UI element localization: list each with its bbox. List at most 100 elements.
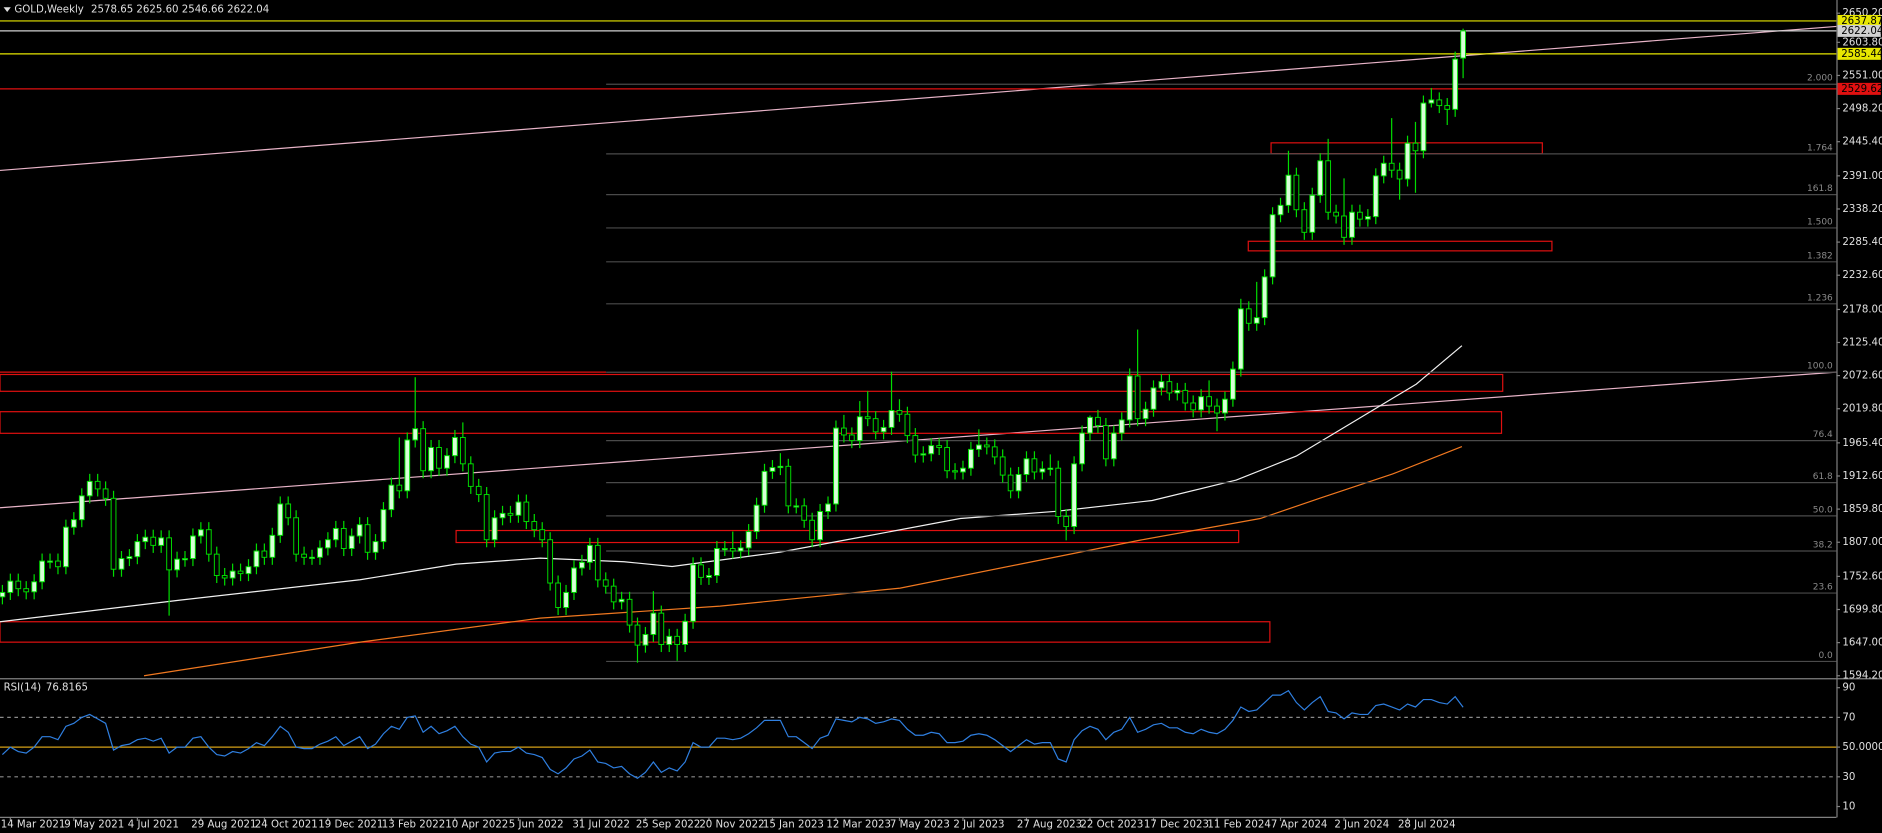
price-label: 2637.87 (1841, 16, 1882, 27)
candle-body (285, 503, 292, 519)
candle-body (1182, 389, 1189, 404)
candle-body (777, 465, 784, 469)
x-tick-label: 15 Jan 2023 (763, 820, 824, 831)
candle-body (1388, 162, 1395, 171)
candle-body (436, 447, 442, 469)
moving-average (143, 445, 1463, 677)
fib-label: 1.764 (1807, 143, 1833, 153)
candle-body (15, 580, 22, 590)
y-tick-label: 2125.40 (1842, 337, 1882, 348)
candle-body (594, 544, 601, 581)
candle-body (658, 612, 665, 645)
y-tick-label: 2232.60 (1842, 270, 1882, 281)
candle-body (1198, 396, 1205, 411)
candle-body (610, 585, 617, 603)
candle-body (975, 444, 982, 450)
candle-body (1174, 389, 1181, 394)
symbol: GOLD,Weekly (14, 5, 83, 16)
candle-body (475, 485, 482, 496)
candle-body (563, 591, 569, 608)
candle-body (102, 488, 109, 499)
rsi-tick-label: 50.0000 (1842, 742, 1882, 753)
candle-body (412, 428, 419, 441)
candle-body (23, 588, 30, 593)
candle-body (586, 544, 593, 563)
candle-body (729, 548, 736, 552)
candle-body (999, 456, 1006, 476)
candle-body (634, 624, 641, 646)
candle-body (1126, 375, 1133, 421)
candle-body (1325, 160, 1332, 213)
candle-body (555, 582, 561, 608)
candle-body (1412, 142, 1419, 152)
candle-body (912, 435, 919, 456)
candle-body (1031, 458, 1038, 473)
x-tick-label: 24 Oct 2021 (255, 820, 318, 831)
price-label-box (1837, 82, 1881, 95)
candle-body (1380, 162, 1387, 177)
candle-body (1301, 209, 1308, 233)
candle-body (158, 537, 165, 546)
fib-label: 76.4 (1813, 430, 1833, 440)
candle-body (753, 504, 760, 533)
candle-body (920, 453, 927, 456)
candle-body (825, 503, 831, 512)
candle-body (1428, 99, 1435, 104)
candle-body (396, 484, 403, 492)
candle-body (1309, 194, 1316, 233)
candle-body (571, 567, 577, 593)
trendline (0, 25, 1837, 172)
candle-body (1460, 30, 1466, 59)
candle-body (78, 495, 85, 521)
candle-body (356, 524, 363, 537)
menu-arrow[interactable] (3, 7, 11, 13)
candle-body (1222, 398, 1228, 414)
candle-body (364, 524, 371, 553)
x-tick-label: 29 Aug 2021 (191, 820, 256, 831)
x-tick-label: 17 Dec 2023 (1144, 820, 1209, 831)
fib-label: 1.236 (1807, 293, 1833, 303)
candle-body (110, 497, 117, 570)
candle-body (1364, 216, 1371, 220)
price-label: 2622.04 (1841, 26, 1882, 37)
y-tick-label: 1859.80 (1842, 504, 1882, 515)
candle-body (190, 535, 196, 560)
y-tick-label: 2498.20 (1842, 104, 1882, 115)
x-tick-label: 22 Oct 2023 (1080, 820, 1143, 831)
candle-body (1436, 99, 1443, 107)
rsi-tick-label: 90 (1842, 683, 1855, 694)
candle-body (1341, 215, 1347, 238)
candle-body (55, 560, 61, 568)
fib-label: 1.500 (1807, 217, 1833, 227)
candle-body (872, 418, 879, 433)
candle-body (848, 434, 855, 442)
candle-body (626, 598, 633, 626)
x-tick-label: 5 Jun 2022 (509, 820, 564, 831)
candle-body (1285, 174, 1292, 206)
candle-body (737, 547, 744, 552)
candle-body (1357, 211, 1363, 220)
x-tick-label: 14 Mar 2021 (1, 820, 66, 831)
candle-body (245, 566, 252, 575)
candle-body (1349, 211, 1355, 238)
zone (455, 529, 1240, 544)
candle-body (864, 416, 871, 420)
candle-body (1047, 467, 1054, 470)
candle-body (452, 436, 458, 457)
candle-body (983, 444, 990, 448)
x-tick-label: 2 Jul 2023 (953, 820, 1004, 831)
candle-body (1063, 516, 1070, 528)
fib-label: 0.0 (1818, 651, 1833, 661)
candle-body (380, 509, 387, 543)
candle-body (372, 541, 379, 553)
candle-body (642, 633, 649, 646)
candle-body (0, 591, 6, 598)
x-tick-label: 27 Aug 2023 (1017, 820, 1082, 831)
candle-body (1150, 387, 1157, 410)
fib-label: 100.0 (1807, 362, 1833, 372)
y-tick-label: 1965.40 (1842, 438, 1882, 449)
y-tick-label: 1647.00 (1842, 638, 1882, 649)
x-tick-label: 20 Nov 2022 (699, 820, 764, 831)
candle-body (467, 463, 474, 487)
